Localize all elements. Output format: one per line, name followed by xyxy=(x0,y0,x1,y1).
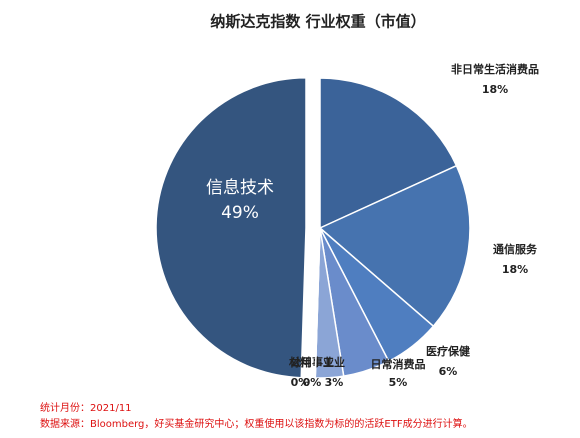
slice-label: 材料 xyxy=(289,355,311,369)
chart-title: 纳斯达克指数 行业权重（市值） xyxy=(210,13,425,31)
slice-label: 医疗保健 xyxy=(426,344,471,358)
pie-slice xyxy=(314,227,321,378)
slice-label: 日常消费品 xyxy=(371,357,426,371)
value-label: 6% xyxy=(439,365,458,378)
value-label: 18% xyxy=(502,263,528,276)
note: 统计月份：2021/11 xyxy=(40,401,132,414)
slice-label: 工业 xyxy=(323,355,345,369)
slice-label: 通信服务 xyxy=(493,242,538,256)
slice-label: 公用事业 xyxy=(290,355,334,369)
value-label: 3% xyxy=(325,376,344,389)
value-label: 49% xyxy=(221,203,259,223)
value-label: 0% xyxy=(303,376,322,389)
slice-label: 非日常生活消费品 xyxy=(451,62,539,76)
note: 数据来源：Bloomberg，好买基金研究中心；权重使用以该指数为标的的活跃ET… xyxy=(40,417,473,430)
pie-slice xyxy=(319,77,458,230)
value-label: 18% xyxy=(482,83,508,96)
value-label: 5% xyxy=(389,376,408,389)
slice-label: 信息技术 xyxy=(206,178,274,198)
value-label: 0% xyxy=(291,376,310,389)
pie-slice xyxy=(155,77,307,379)
pie-slice xyxy=(318,164,471,328)
